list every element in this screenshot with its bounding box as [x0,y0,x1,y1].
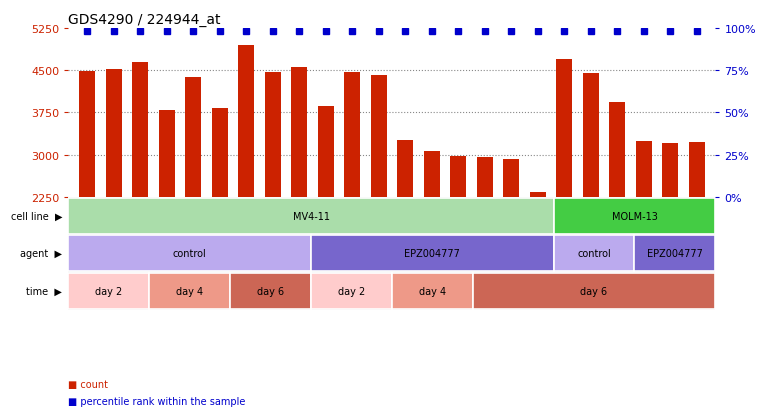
Bar [149,273,230,309]
Bar [132,63,148,197]
Bar [265,73,281,197]
Text: agent  ▶: agent ▶ [20,249,62,259]
Text: day 2: day 2 [338,286,365,296]
Bar [424,151,440,197]
Bar [476,158,492,197]
Text: day 2: day 2 [95,286,123,296]
Bar [503,160,519,197]
Bar [291,68,307,197]
Bar [106,69,122,197]
Bar [635,235,715,272]
Bar [158,110,174,197]
Bar [397,141,413,197]
Text: GDS4290 / 224944_at: GDS4290 / 224944_at [68,12,221,26]
Bar [344,73,360,197]
Bar [311,273,392,309]
Text: day 4: day 4 [419,286,446,296]
Bar [212,109,228,197]
Bar [553,198,715,234]
Text: control: control [173,249,207,259]
Bar [317,107,333,197]
Bar [79,72,95,197]
Text: MOLM-13: MOLM-13 [612,211,658,221]
Bar [392,273,473,309]
Bar [68,198,553,234]
Bar [662,144,678,197]
Bar [68,273,149,309]
Bar [530,193,546,197]
Text: cell line  ▶: cell line ▶ [11,211,62,221]
Bar [553,235,635,272]
Bar [451,157,466,197]
Text: MV4-11: MV4-11 [292,211,330,221]
Text: EPZ004777: EPZ004777 [404,249,460,259]
Bar [689,142,705,197]
Text: day 6: day 6 [581,286,607,296]
Text: day 4: day 4 [177,286,203,296]
Bar [556,60,572,197]
Bar [371,76,387,197]
Text: time  ▶: time ▶ [26,286,62,296]
Bar [238,46,254,197]
Bar [311,235,553,272]
Bar [610,103,626,197]
Text: day 6: day 6 [257,286,284,296]
Bar [230,273,311,309]
Text: ■ count: ■ count [68,379,109,389]
Bar [185,78,201,197]
Bar [583,74,599,197]
Text: control: control [577,249,611,259]
Text: EPZ004777: EPZ004777 [647,249,703,259]
Bar [68,235,311,272]
Text: ■ percentile rank within the sample: ■ percentile rank within the sample [68,396,246,406]
Bar [635,141,651,197]
Bar [473,273,715,309]
